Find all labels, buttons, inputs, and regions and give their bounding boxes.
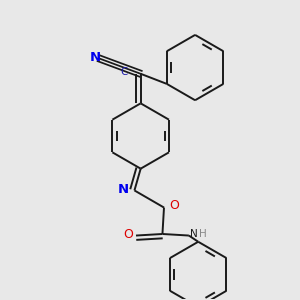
Text: C: C (121, 67, 128, 76)
Text: N: N (118, 183, 129, 196)
Text: O: O (169, 199, 179, 212)
Text: O: O (123, 228, 133, 242)
Text: N: N (89, 51, 100, 64)
Text: H: H (199, 229, 207, 239)
Text: N: N (190, 229, 198, 239)
